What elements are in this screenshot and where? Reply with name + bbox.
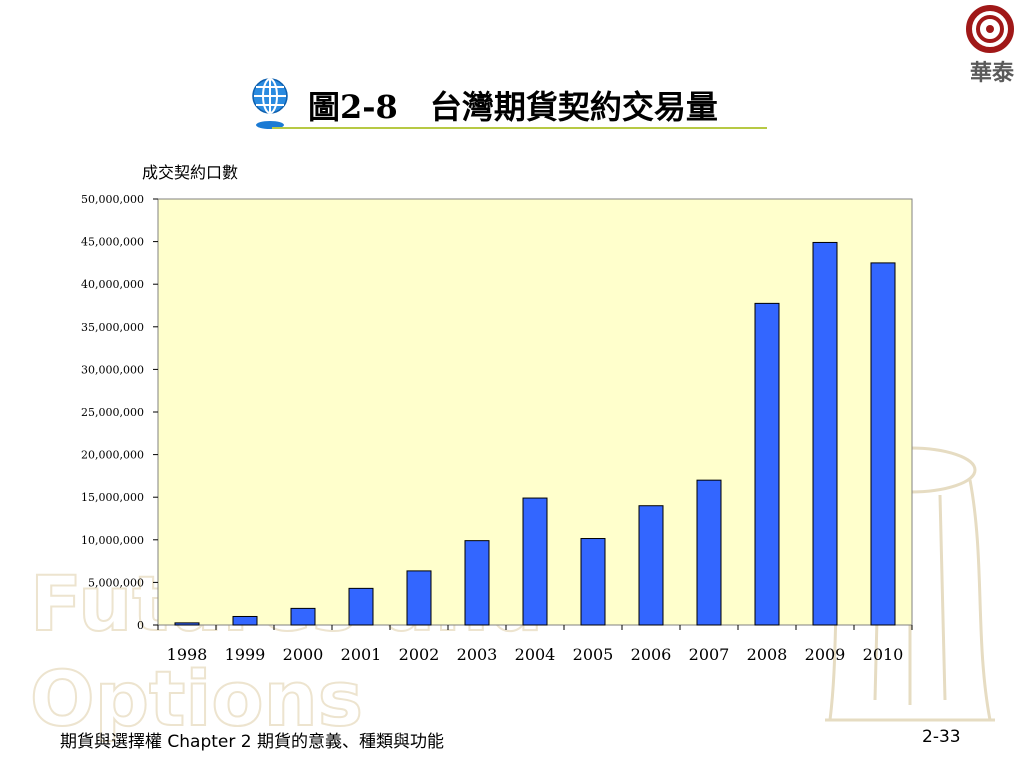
footer-course-title: 期貨與選擇權 Chapter 2 期貨的意義、種類與功能 — [60, 732, 444, 752]
x-tick-label-2002: 2002 — [399, 645, 440, 664]
y-tick-label: 45,000,000 — [81, 236, 144, 249]
page-number: 2-33 — [922, 727, 961, 747]
bar-1999 — [232, 615, 258, 626]
y-axis-label: 成交契約口數 — [142, 163, 238, 182]
logo-text: 華泰 — [969, 61, 1014, 86]
logo-circle-icon — [966, 5, 1014, 53]
bar-2004 — [522, 497, 548, 626]
y-tick-label: 40,000,000 — [81, 278, 144, 291]
bars — [174, 241, 896, 626]
x-tick-label-1999: 1999 — [225, 645, 266, 664]
watermark-line-2: Options — [30, 654, 363, 743]
x-tick-label-2003: 2003 — [457, 645, 498, 664]
x-tick-label-2001: 2001 — [341, 645, 382, 664]
x-tick-label-2008: 2008 — [747, 645, 788, 664]
x-tick-label-2007: 2007 — [689, 645, 730, 664]
y-tick-label: 50,000,000 — [81, 193, 144, 206]
x-axis: 1998 1999 2000 2001 2002 2003 2004 2005 2006 2007… — [157, 625, 913, 664]
x-tick-label-2005: 2005 — [573, 645, 614, 664]
bar-2006 — [638, 505, 664, 626]
bar-2003 — [464, 540, 490, 626]
bar-2007 — [696, 479, 722, 626]
y-axis: 0 5,000,000 10,000,000 15,000,000 20,000,000… — [81, 193, 158, 632]
y-tick-label: 10,000,000 — [81, 534, 144, 547]
y-tick-label: 0 — [137, 619, 144, 632]
y-tick-label: 20,000,000 — [81, 449, 144, 462]
bar-2000 — [290, 607, 316, 626]
x-tick-label-1998: 1998 — [167, 645, 208, 664]
bar-1998 — [174, 622, 200, 626]
y-tick-label: 5,000,000 — [88, 576, 144, 589]
globe-icon — [252, 78, 288, 129]
x-tick-label-2000: 2000 — [283, 645, 324, 664]
bar-2005 — [580, 538, 606, 626]
title-underline — [272, 127, 767, 129]
y-tick-label: 30,000,000 — [81, 363, 144, 376]
bar-2010 — [870, 262, 896, 626]
y-tick-label: 35,000,000 — [81, 321, 144, 334]
y-tick-label: 25,000,000 — [81, 406, 144, 419]
x-tick-label-2006: 2006 — [631, 645, 672, 664]
x-tick-label-2004: 2004 — [515, 645, 556, 664]
x-tick-label-2009: 2009 — [805, 645, 846, 664]
y-tick-label: 15,000,000 — [81, 491, 144, 504]
slide-title: 圖2-8 台灣期貨契約交易量 — [308, 88, 718, 126]
bar-2009 — [812, 241, 838, 626]
bar-2008 — [754, 302, 780, 626]
huatai-logo: 華泰 — [960, 5, 1020, 86]
bar-2001 — [348, 587, 374, 626]
bar-2002 — [406, 570, 432, 626]
x-tick-label-2010: 2010 — [863, 645, 904, 664]
